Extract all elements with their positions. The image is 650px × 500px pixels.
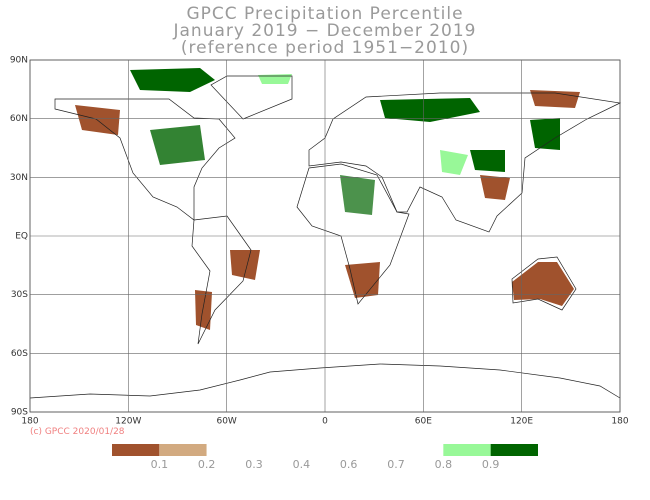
colorbar-segment xyxy=(206,444,254,456)
y-tick-label: 60S xyxy=(11,349,28,359)
colorbar-label: 0.4 xyxy=(293,458,311,471)
y-tick-label: EQ xyxy=(15,232,28,242)
colorbar-segment xyxy=(490,444,538,456)
colorbar-segment xyxy=(301,444,349,456)
title-line: January 2019 − December 2019 xyxy=(173,21,477,41)
patch xyxy=(150,125,205,165)
patch xyxy=(470,150,505,172)
patch xyxy=(340,175,375,215)
x-tick-label: 180 xyxy=(21,417,38,427)
coastline xyxy=(29,363,621,399)
colorbar-label: 0.6 xyxy=(340,458,358,471)
coastline xyxy=(210,75,293,120)
title-line: (reference period 1951−2010) xyxy=(181,38,469,58)
patch xyxy=(530,118,560,150)
colorbar-label: 0.9 xyxy=(482,458,500,471)
x-tick-label: 180 xyxy=(611,417,628,427)
colorbar-segment xyxy=(348,444,396,456)
coastline xyxy=(511,256,577,311)
y-tick-label: 60N xyxy=(10,114,28,124)
patch xyxy=(195,290,212,330)
patch xyxy=(440,150,468,175)
coastlines xyxy=(29,75,622,399)
coastline xyxy=(296,163,410,305)
patch xyxy=(530,90,580,108)
x-tick-label: 120E xyxy=(510,417,533,427)
map xyxy=(29,59,622,413)
x-tick-label: 120W xyxy=(115,417,141,427)
patch xyxy=(480,175,510,200)
coastline xyxy=(191,215,252,345)
title-line: GPCC Precipitation Percentile xyxy=(186,4,463,24)
patch xyxy=(130,68,215,92)
colorbar-segment xyxy=(159,444,207,456)
coastline xyxy=(54,98,236,221)
patch xyxy=(380,98,480,122)
colorbar-segment xyxy=(443,444,491,456)
colorbar-label: 0.8 xyxy=(435,458,453,471)
patch xyxy=(345,262,380,298)
y-tick-label: 90N xyxy=(10,56,28,66)
colorbar-segment xyxy=(396,444,444,456)
colorbar-label: 0.7 xyxy=(387,458,405,471)
y-tick-label: 30N xyxy=(10,173,28,183)
colorbar-segment xyxy=(254,444,302,456)
colorbar-segment xyxy=(112,444,160,456)
patch xyxy=(230,250,260,280)
x-tick-label: 0 xyxy=(322,417,328,427)
colorbar-label: 0.1 xyxy=(151,458,169,471)
colorbar-label: 0.2 xyxy=(198,458,216,471)
coastline xyxy=(308,92,622,233)
x-tick-label: 60W xyxy=(216,417,236,427)
x-tick-label: 60E xyxy=(415,417,432,427)
y-tick-label: 90S xyxy=(11,408,28,418)
precip-patches xyxy=(75,68,580,330)
y-tick-label: 30S xyxy=(11,290,28,300)
copyright: (c) GPCC 2020/01/28 xyxy=(30,427,125,437)
patch xyxy=(512,262,574,306)
colorbar-label: 0.3 xyxy=(245,458,263,471)
patch xyxy=(258,74,292,84)
